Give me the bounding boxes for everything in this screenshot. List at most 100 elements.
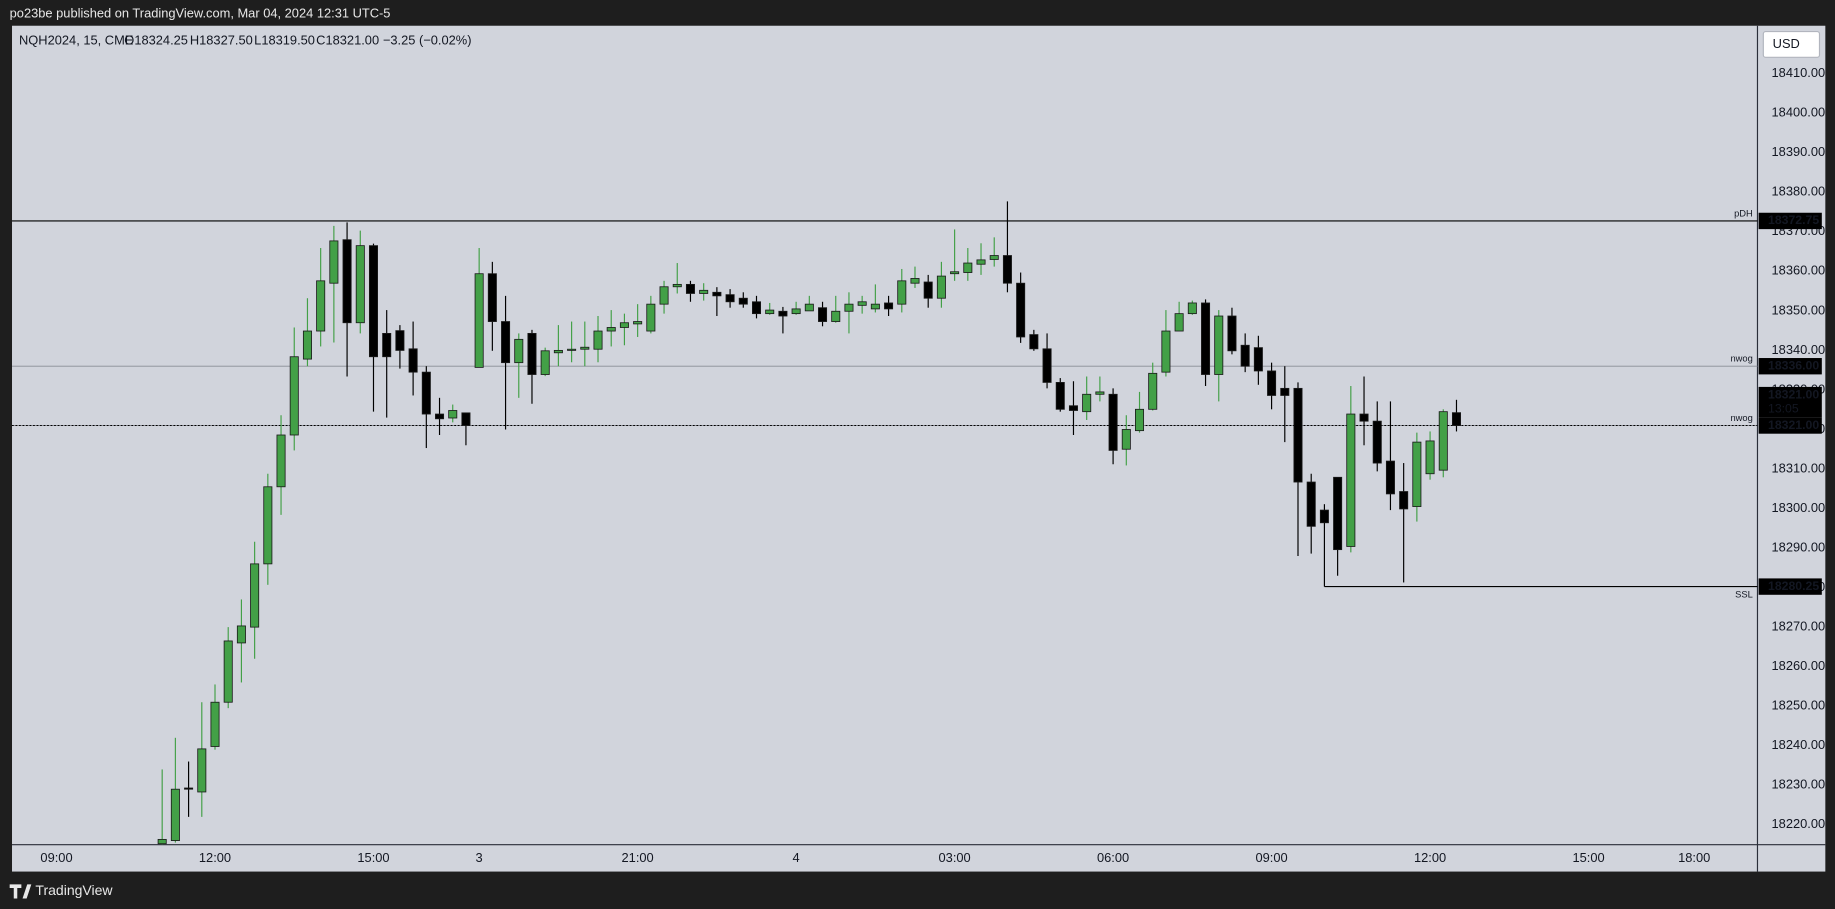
- candle: [197, 702, 207, 817]
- countdown: 13:05: [1768, 401, 1799, 415]
- y-tick-label: 18360.00: [1772, 263, 1826, 278]
- candle-body: [884, 302, 894, 310]
- candle-body: [250, 563, 260, 628]
- candle: [1293, 382, 1303, 556]
- candle-body: [1451, 412, 1461, 426]
- chart-panel: [12, 25, 1826, 872]
- candle-body: [514, 338, 524, 364]
- header: NQH2024, 15, CME O18324.25 H18327.50 L18…: [19, 32, 471, 47]
- candle: [963, 248, 973, 281]
- candle-body: [1253, 347, 1263, 372]
- candle: [659, 280, 669, 314]
- candle-body: [382, 332, 392, 358]
- candle: [302, 298, 312, 367]
- candle: [289, 327, 299, 451]
- price-tag: [1758, 578, 1822, 595]
- candle: [989, 237, 999, 267]
- candle: [619, 313, 629, 346]
- candle-body: [633, 321, 643, 325]
- candle-body: [408, 348, 418, 373]
- candle-body: [1095, 391, 1105, 395]
- candle-body: [223, 640, 233, 703]
- candle: [1148, 362, 1158, 411]
- candle: [804, 295, 814, 312]
- candle: [250, 541, 260, 659]
- candle: [1438, 409, 1448, 478]
- candle: [1029, 329, 1039, 351]
- candle: [1412, 432, 1422, 522]
- candle-body: [712, 291, 722, 297]
- candle: [461, 412, 471, 446]
- candle: [395, 325, 405, 369]
- plot: 18220.00 18230.00 18240.00 18250.00 18260.00…: [12, 65, 1825, 865]
- candle-body: [1425, 440, 1435, 475]
- candle-body: [276, 434, 286, 488]
- candle-body: [197, 748, 207, 793]
- candle-body: [1319, 509, 1329, 524]
- price-tag-label: 18336.00: [1768, 358, 1819, 372]
- candle-body: [1002, 255, 1012, 284]
- y-tick-label: 18240.00: [1772, 737, 1826, 752]
- candle-body: [870, 303, 880, 310]
- candle-body: [1055, 382, 1065, 410]
- candle: [355, 230, 365, 334]
- candle-body: [342, 239, 352, 324]
- candle-body: [527, 332, 537, 375]
- brand-name[interactable]: TradingView: [35, 882, 113, 898]
- candle-body: [1029, 334, 1039, 350]
- ohlc-close: C18321.00: [316, 32, 379, 47]
- candle: [1333, 476, 1343, 576]
- logo[interactable]: [9, 884, 32, 899]
- candle-body: [1187, 302, 1197, 315]
- candle-body: [236, 625, 246, 644]
- y-tick-label: 18350.00: [1772, 302, 1826, 317]
- ohlc-open: O18324.25: [124, 32, 188, 47]
- candle: [368, 243, 378, 412]
- candle: [184, 761, 194, 817]
- candle: [593, 316, 603, 363]
- candle: [1121, 415, 1131, 466]
- candle-body: [1016, 282, 1026, 338]
- price-tag: [1758, 417, 1822, 434]
- candle-body: [210, 701, 220, 747]
- candle-body: [461, 412, 471, 426]
- candle-body: [804, 303, 814, 312]
- candle: [1187, 300, 1197, 315]
- candle: [633, 304, 643, 337]
- price-tag-label: 18372.75: [1768, 213, 1819, 227]
- currency-button[interactable]: USD: [1762, 31, 1821, 58]
- candle: [223, 627, 233, 709]
- candle: [1055, 378, 1065, 412]
- candle-body: [897, 280, 907, 305]
- candle-body: [1385, 460, 1395, 495]
- x-tick-label: 15:00: [1572, 850, 1604, 865]
- button-box[interactable]: [1762, 31, 1821, 58]
- candle: [712, 287, 722, 317]
- candle: [567, 321, 577, 363]
- candle-body: [1174, 313, 1184, 332]
- price-tag-label: 18280.25: [1768, 579, 1819, 593]
- level-name: nwog: [1730, 413, 1752, 423]
- candle: [910, 266, 920, 288]
- y-tick-label: 18340.00: [1772, 342, 1826, 357]
- candle: [1016, 272, 1026, 343]
- candle: [1068, 381, 1078, 435]
- candle: [1240, 333, 1250, 373]
- y-tick-label: 18310.00: [1772, 460, 1826, 475]
- candle-body: [540, 350, 550, 375]
- y-tick-label: 18290.00: [1772, 539, 1826, 554]
- y-tick-label: 18390.00: [1772, 144, 1826, 159]
- candle: [738, 292, 748, 308]
- x-tick-label: 3: [476, 850, 483, 865]
- candle: [791, 301, 801, 315]
- candle: [421, 366, 431, 449]
- candle: [263, 473, 273, 585]
- candle-body: [435, 413, 445, 420]
- button-label[interactable]: USD: [1773, 36, 1800, 51]
- candle-body: [1214, 315, 1224, 375]
- candle: [725, 289, 735, 308]
- candle: [884, 295, 894, 317]
- candle: [1346, 385, 1356, 553]
- brand[interactable]: TradingView: [9, 882, 114, 899]
